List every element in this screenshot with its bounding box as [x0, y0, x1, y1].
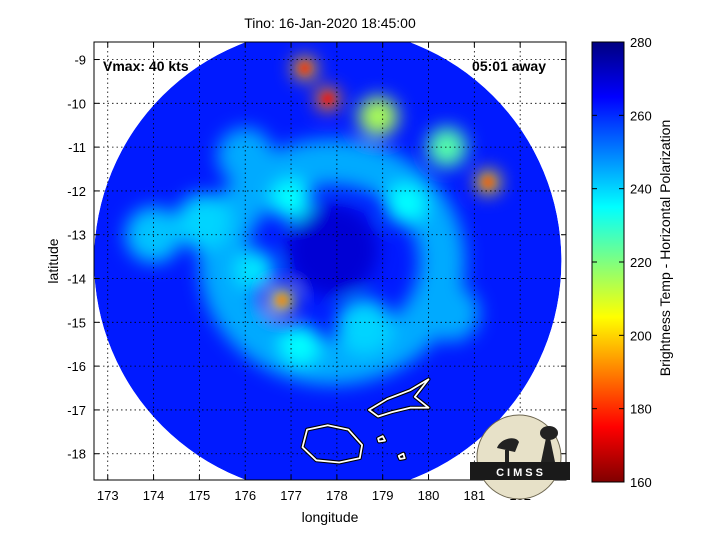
colorbar-ticks: 160 180 200 220 240 260 280 [592, 35, 652, 490]
x-tick-label: 177 [280, 488, 302, 503]
colorbar-tick-label: 220 [630, 255, 652, 270]
brightness-temp-swath [94, 42, 562, 480]
x-tick-label: 180 [418, 488, 440, 503]
x-tick-label: 175 [189, 488, 211, 503]
convective-core-1 [322, 93, 333, 104]
grid-lines [94, 42, 566, 480]
x-tick-label: 174 [143, 488, 165, 503]
logo-tower-icon [541, 438, 555, 462]
convective-core-3 [483, 177, 494, 188]
coastline-island-west [301, 424, 363, 464]
colorbar-tick-label: 180 [630, 402, 652, 417]
swath-feature-2 [280, 324, 321, 365]
y-tick-label: -18 [67, 447, 86, 462]
plot-area [94, 42, 566, 480]
x-tick-label: 173 [97, 488, 119, 503]
plot-frame [93, 41, 567, 481]
swath-feature-4 [234, 249, 275, 290]
swath-feature-10 [385, 184, 426, 225]
logo-text: CIMSS [496, 467, 546, 479]
vmax-annotation: Vmax: 40 kts [103, 58, 189, 74]
x-tick-label: 179 [372, 488, 394, 503]
logo-dish-icon [540, 426, 558, 440]
time-away-annotation: 05:01 away [472, 58, 546, 74]
y-tick-label: -14 [67, 272, 86, 287]
swath-feature-14 [423, 285, 480, 342]
rain-band [199, 139, 466, 386]
colorbar-label: Brightness Temp - Horizontal Polarizatio… [657, 120, 673, 377]
y-tick-label: -10 [67, 96, 86, 111]
coastlines [300, 377, 431, 465]
swath-feature-3 [336, 298, 393, 355]
x-tick-labels: 173174175176177178179180181182 [97, 488, 531, 503]
colorbar-tick-label: 200 [630, 328, 652, 343]
y-tick-label: -15 [67, 315, 86, 330]
colorbar-tick-label: 280 [630, 35, 652, 50]
cimss-logo: CIMSS [470, 414, 570, 500]
swath-feature-8 [426, 127, 467, 168]
colorbar-tick-label: 240 [630, 182, 652, 197]
colorbar-tick-label: 260 [630, 108, 652, 123]
coastline-islet-a [377, 435, 386, 443]
y-axis-label: latitude [45, 238, 61, 283]
axis-ticks [94, 42, 566, 480]
swath-feature-12 [175, 193, 232, 250]
swath-features [125, 56, 501, 386]
convective-core-0 [276, 295, 287, 306]
logo-antenna-icon [497, 438, 519, 452]
x-tick-label: 181 [463, 488, 485, 503]
coastline-island-east [368, 378, 430, 418]
y-tick-label: -16 [67, 359, 86, 374]
colorbar-tick-label: 160 [630, 475, 652, 490]
x-tick-label: 178 [326, 488, 348, 503]
y-tick-label: -11 [68, 140, 86, 155]
convective-core-2 [299, 63, 310, 74]
y-tick-label: -12 [67, 184, 86, 199]
x-axis-label: longitude [302, 509, 359, 525]
colorbar [591, 41, 625, 483]
y-tick-label: -9 [74, 53, 86, 68]
coastline-islet-b [397, 452, 406, 460]
x-tick-label: 176 [234, 488, 256, 503]
swath-feature-7 [358, 96, 399, 137]
y-tick-label: -17 [67, 403, 86, 418]
chart-title: Tino: 16-Jan-2020 18:45:00 [244, 15, 416, 31]
storm-eye-region [286, 204, 379, 297]
y-tick-labels: -9 -10 -11 -12 -13 -14 -15 -16 -17 -18 [67, 53, 86, 462]
y-tick-label: -13 [67, 228, 86, 243]
